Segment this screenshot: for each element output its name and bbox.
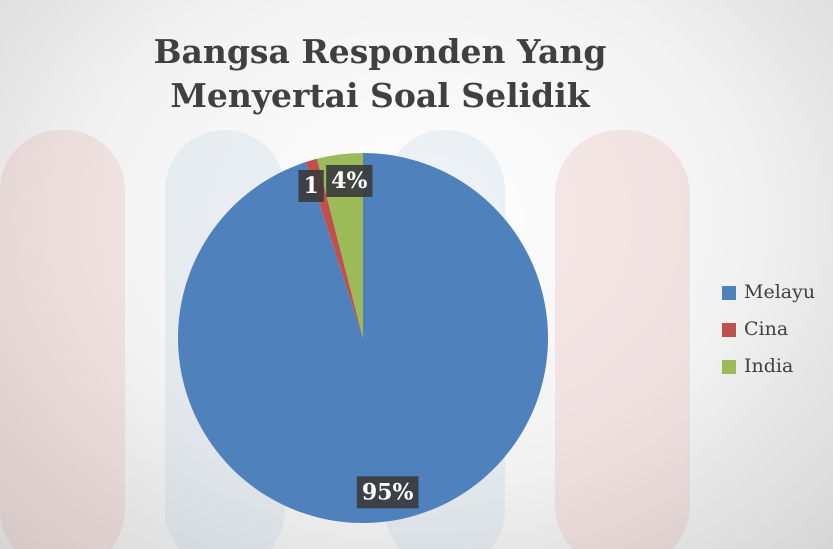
- legend-label: India: [744, 355, 793, 377]
- data-label-box: [326, 164, 373, 197]
- data-label-box: [298, 169, 324, 202]
- legend-swatch: [722, 360, 736, 374]
- legend-label: Cina: [744, 318, 788, 340]
- chart-title: Bangsa Responden Yang Menyertai Soal Sel…: [153, 32, 607, 115]
- data-label: 4%: [331, 168, 367, 194]
- legend-swatch: [722, 323, 736, 337]
- legend-label: Melayu: [744, 281, 815, 303]
- pie-slice: [316, 153, 363, 338]
- pie-slice: [305, 158, 363, 338]
- data-label: 95%: [362, 479, 414, 505]
- data-label-box: [356, 476, 419, 509]
- data-label: 1: [303, 173, 318, 199]
- legend-swatch: [722, 286, 736, 300]
